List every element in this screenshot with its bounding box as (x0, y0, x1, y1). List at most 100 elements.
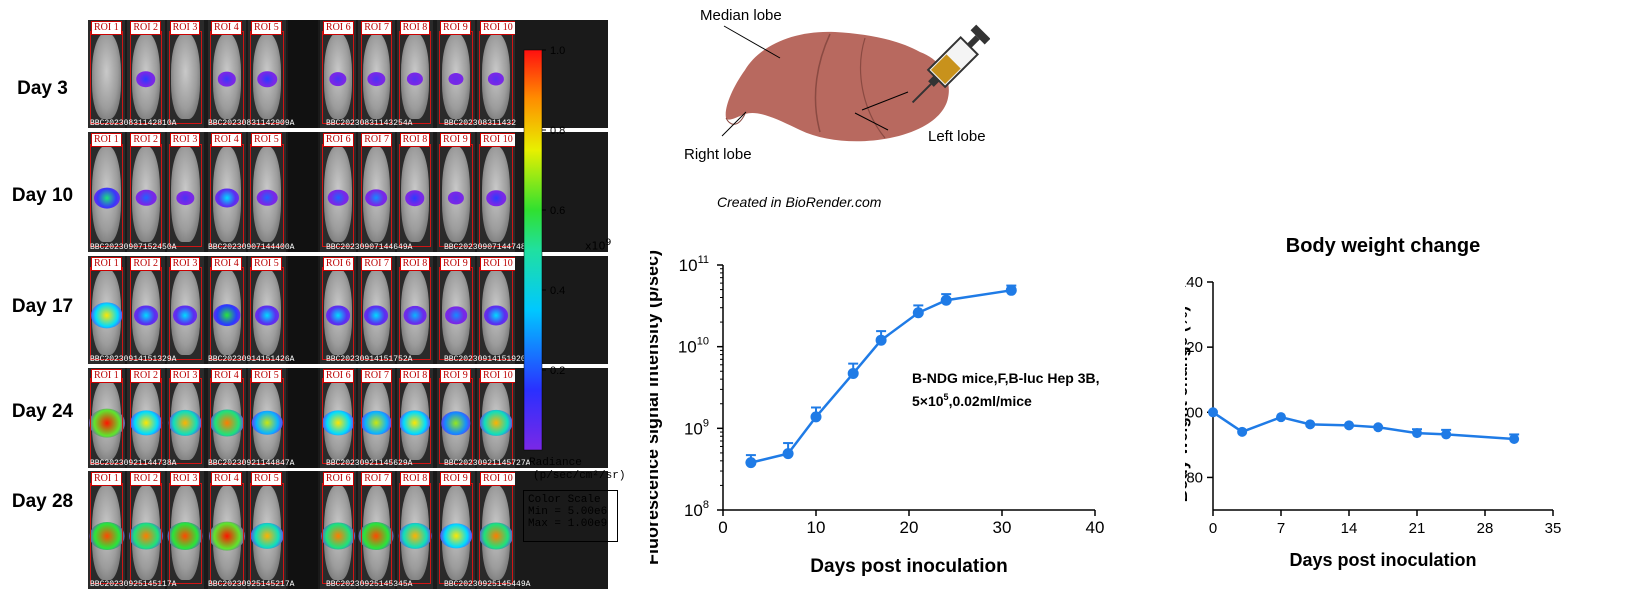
roi-box (479, 378, 513, 464)
data-point (1276, 412, 1286, 423)
data-point (745, 457, 757, 469)
roi-box (360, 30, 393, 124)
bioluminescence-signal (479, 409, 513, 437)
x-tick-label: 10 (807, 518, 826, 537)
roi-box (398, 378, 431, 464)
bioluminescence-signal (367, 72, 386, 87)
roi-tag: ROI 5 (251, 133, 282, 147)
data-point (847, 367, 859, 379)
annotation-line-2: 5×105,0.02ml/mice (912, 392, 1032, 409)
bioluminescence-signal (329, 72, 347, 87)
roi-tag: ROI 7 (361, 21, 392, 35)
bioluminescence-signal (327, 189, 349, 207)
bioluminescence-signal (255, 305, 279, 325)
roi-tag: ROI 10 (480, 369, 515, 383)
data-point (1373, 422, 1384, 433)
roi-box (322, 378, 355, 464)
y-tick-label: 1010 (678, 336, 709, 357)
mouse-image: ROI 1 (88, 368, 126, 468)
roi-box (479, 266, 513, 360)
mouse-image: ROI 2 (127, 132, 165, 252)
data-point (1441, 429, 1452, 440)
roi-tag: ROI 2 (130, 21, 162, 35)
bioluminescence-signal (210, 409, 244, 437)
mouse-image: ROI 2 (127, 256, 165, 364)
roi-tag: ROI 10 (480, 133, 515, 147)
day-label: Day 10 (11, 185, 74, 206)
color-scale-box: Color Scale Min = 5.00e6 Max = 1.00e9 (523, 490, 618, 542)
roi-box (398, 144, 431, 248)
color-scale-max: Max = 1.00e9 (528, 518, 608, 530)
bioluminescence-signal (93, 187, 120, 209)
roi-tag: ROI 2 (130, 369, 162, 383)
bioluminescence-signal (89, 521, 125, 550)
mouse-image: ROI 1 (88, 256, 126, 364)
data-point (1509, 433, 1520, 444)
x-tick-label: 21 (1409, 520, 1426, 537)
mouse-image: ROI 3 (166, 368, 204, 468)
mouse-image: ROI 7 (358, 20, 395, 128)
mouse-image: ROI 1 (88, 471, 126, 589)
x-axis-label: Days post inoculation (810, 556, 1007, 577)
mouse-image: ROI 6 (320, 256, 357, 364)
mouse-image: ROI 10 (477, 20, 515, 128)
mouse-image: ROI 2 (127, 20, 165, 128)
roi-tag: ROI 6 (322, 472, 354, 486)
bioluminescence-signal (403, 306, 427, 325)
roi-box (90, 482, 124, 585)
acquisition-id: BBC202308311432 (444, 119, 517, 128)
acquisition-id: BBC20230914151752A (326, 355, 413, 364)
biorender-credit: Created in BioRender.com (717, 194, 882, 210)
data-point (1305, 419, 1316, 430)
mouse-image: ROI 4 (208, 20, 246, 128)
roi-tag: ROI 9 (440, 133, 471, 147)
mouse-image: ROI 3 (166, 20, 204, 128)
roi-tag: ROI 6 (322, 133, 354, 147)
day-label: Day 28 (11, 491, 74, 512)
roi-tag: ROI 2 (130, 133, 162, 147)
mouse-image: ROI 7 (358, 471, 395, 589)
roi-box (360, 378, 393, 464)
roi-box (439, 378, 473, 464)
liver-diagram (721, 24, 990, 142)
data-point (940, 294, 952, 306)
roi-box (439, 266, 473, 360)
roi-tag: ROI 3 (169, 257, 201, 271)
data-point (1208, 407, 1218, 418)
y-axis-label: Fluorescence signal intensity (p/sec) (650, 250, 662, 565)
roi-tag: ROI 9 (440, 257, 471, 271)
mouse-image: ROI 5 (248, 368, 286, 468)
bioluminescence-signal (321, 522, 356, 550)
imaging-strip: ROI 1 ROI 2 ROI 3 ROI 4 ROI 5 ROI 6 ROI 7 ROI 8… (88, 20, 608, 128)
bioluminescence-signal (130, 410, 162, 436)
bioluminescence-signal (479, 522, 513, 550)
y-tick-label: 80 (1186, 469, 1203, 486)
imaging-strip: ROI 1 ROI 2 ROI 3 ROI 4 ROI 5 ROI 6 ROI 7 ROI 8… (88, 132, 608, 252)
roi-box (322, 482, 355, 585)
mouse-image: ROI 2 (127, 471, 165, 589)
roi-box (479, 482, 513, 585)
roi-box (129, 482, 163, 585)
roi-tag: ROI 4 (211, 21, 242, 35)
roi-box (250, 266, 284, 360)
roi-box (250, 144, 284, 248)
roi-tag: ROI 7 (361, 133, 392, 147)
series-line (1212, 411, 1515, 441)
x-tick-label: 35 (1545, 520, 1562, 537)
mouse-image: ROI 8 (396, 471, 433, 589)
bioluminescence-signal (134, 305, 158, 325)
roi-box (168, 378, 202, 464)
mouse-image: ROI 9 (437, 471, 475, 589)
bioluminescence-signal (135, 189, 157, 207)
mouse-body (92, 32, 121, 120)
left-lobe-label: Left lobe (928, 128, 986, 145)
mouse-image: ROI 9 (437, 20, 475, 128)
mouse-image: ROI 6 (320, 20, 357, 128)
mouse-image: ROI 8 (396, 132, 433, 252)
bioluminescence-signal (250, 522, 284, 549)
acquisition-id: BBC20230925145345A (326, 580, 413, 589)
roi-tag: ROI 1 (90, 21, 122, 35)
mouse-image: ROI 4 (208, 132, 246, 252)
roi-tag: ROI 1 (90, 133, 122, 147)
bioluminescence-signal (215, 188, 239, 208)
